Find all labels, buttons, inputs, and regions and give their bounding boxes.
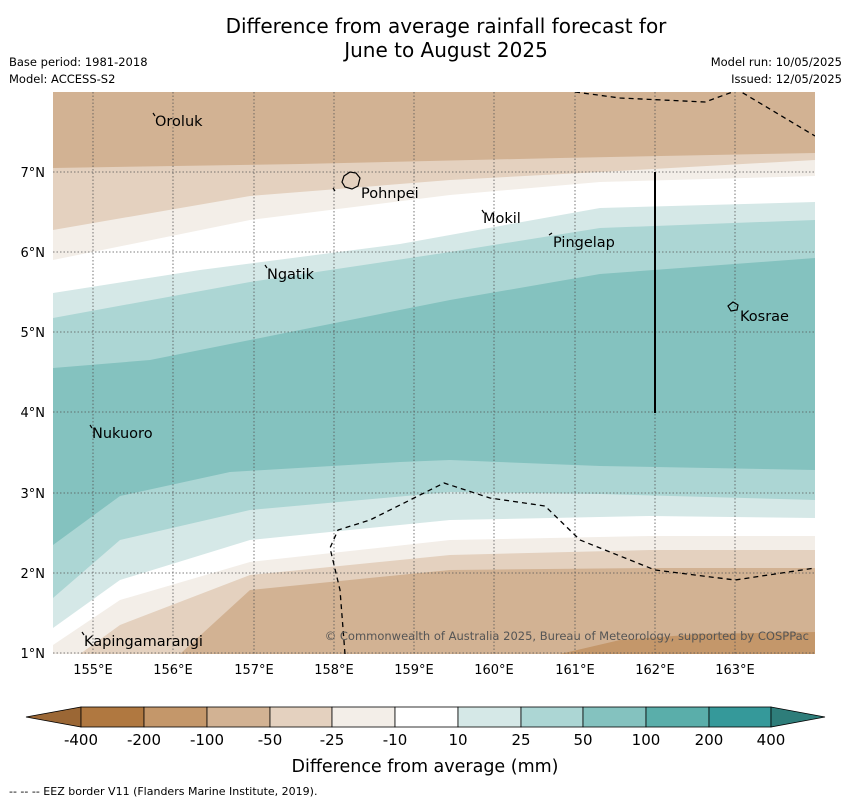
colorbar-tick: -10 xyxy=(383,731,408,749)
model-run-date: Model run: 10/05/2025 xyxy=(710,55,842,69)
lat-label-6: 6°N xyxy=(21,246,46,261)
model-name: Model: ACCESS-S2 xyxy=(9,72,116,86)
colorbar-segment xyxy=(582,706,647,728)
rainfall-contours: Oroluk Pohnpei Mokil Pingelap Ngatik Kos… xyxy=(53,92,815,654)
colorbar-tick: -25 xyxy=(320,731,345,749)
colorbar-title: Difference from average (mm) xyxy=(291,757,558,777)
colorbar-segment xyxy=(520,706,584,728)
lon-label-157: 157°E xyxy=(234,663,274,678)
colorbar-segment xyxy=(80,706,145,728)
eez-borders xyxy=(329,92,815,654)
lat-label-1: 1°N xyxy=(21,647,46,662)
colorbar-segment xyxy=(708,706,772,728)
band-south-200-100 xyxy=(560,632,815,654)
colorbar-tick: 50 xyxy=(573,731,592,749)
meta-left: Base period: 1981-2018 Model: ACCESS-S2 xyxy=(9,54,148,88)
lon-label-159: 159°E xyxy=(394,663,434,678)
colorbar-tick: -200 xyxy=(127,731,161,749)
issued-date: Issued: 12/05/2025 xyxy=(731,72,842,86)
title-line-2: June to August 2025 xyxy=(344,38,548,62)
label-kosrae: Kosrae xyxy=(740,309,789,325)
lat-label-7: 7°N xyxy=(21,166,46,181)
lon-label-156: 156°E xyxy=(153,663,193,678)
map-title: Difference from average rainfall forecas… xyxy=(0,14,850,62)
colorbar-tick: 10 xyxy=(448,731,467,749)
band-south-100-50 xyxy=(180,568,815,654)
colorbar-tick: 400 xyxy=(757,731,786,749)
lon-label-162: 162°E xyxy=(635,663,675,678)
title-line-1: Difference from average rainfall forecas… xyxy=(225,14,667,38)
lon-label-161: 161°E xyxy=(555,663,595,678)
label-mokil: Mokil xyxy=(483,211,521,227)
lon-label-160: 160°E xyxy=(474,663,514,678)
eez-footnote: -- -- -- EEZ border V11 (Flanders Marine… xyxy=(9,785,318,798)
meta-right: Model run: 10/05/2025 Issued: 12/05/2025 xyxy=(711,54,842,88)
colorbar-segment xyxy=(645,706,710,728)
pohnpei-island-icon xyxy=(341,171,361,190)
colorbar-tick: -400 xyxy=(64,731,98,749)
base-period: Base period: 1981-2018 xyxy=(9,55,148,69)
atoll-markers xyxy=(81,112,553,636)
label-nukuoro: Nukuoro xyxy=(92,426,153,442)
colorbar-segment xyxy=(206,706,271,728)
lat-label-2: 2°N xyxy=(21,567,46,582)
copyright-notice: © Commonwealth of Australia 2025, Bureau… xyxy=(325,629,809,643)
lon-label-158: 158°E xyxy=(314,663,354,678)
label-pohnpei: Pohnpei xyxy=(361,186,419,202)
colorbar-segment xyxy=(457,706,522,728)
colorbar-legend xyxy=(25,706,826,728)
lat-label-5: 5°N xyxy=(21,326,46,341)
lat-label-4: 4°N xyxy=(21,406,46,421)
label-oroluk: Oroluk xyxy=(155,114,203,130)
kosrae-island-icon xyxy=(727,301,739,312)
colorbar-tick: 100 xyxy=(632,731,661,749)
label-ngatik: Ngatik xyxy=(267,267,315,283)
colorbar-segment xyxy=(331,706,396,728)
lat-label-3: 3°N xyxy=(21,487,46,502)
colorbar-tick: 200 xyxy=(695,731,724,749)
colorbar-arrow-left xyxy=(25,706,82,728)
lon-label-155: 155°E xyxy=(73,663,113,678)
lon-label-163: 163°E xyxy=(715,663,755,678)
colorbar-tick: -100 xyxy=(190,731,224,749)
colorbar-tick: 25 xyxy=(511,731,530,749)
colorbar-tick: -50 xyxy=(258,731,283,749)
label-kapingamarangi: Kapingamarangi xyxy=(84,634,203,650)
label-pingelap: Pingelap xyxy=(553,235,615,251)
colorbar-segment xyxy=(143,706,208,728)
colorbar-segment xyxy=(269,706,333,728)
colorbar-arrow-right xyxy=(770,706,826,728)
colorbar-segment xyxy=(394,706,459,728)
